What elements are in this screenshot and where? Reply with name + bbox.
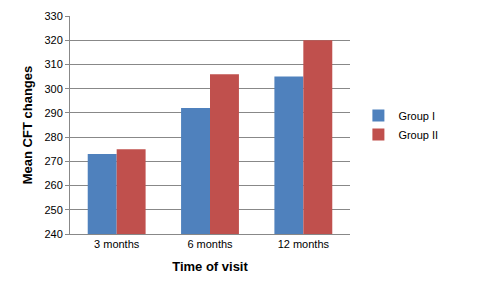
- svg-text:310: 310: [44, 58, 62, 70]
- svg-text:240: 240: [44, 228, 62, 240]
- svg-text:280: 280: [44, 131, 62, 143]
- svg-text:Time of visit: Time of visit: [172, 259, 248, 274]
- svg-text:250: 250: [44, 204, 62, 216]
- svg-text:300: 300: [44, 83, 62, 95]
- svg-text:290: 290: [44, 107, 62, 119]
- svg-text:Group I: Group I: [398, 110, 435, 122]
- svg-text:6 months: 6 months: [187, 238, 233, 250]
- svg-text:Group II: Group II: [398, 129, 438, 141]
- svg-text:Mean CFT changes: Mean CFT changes: [20, 66, 35, 184]
- svg-text:270: 270: [44, 155, 62, 167]
- svg-text:260: 260: [44, 179, 62, 191]
- svg-text:12 months: 12 months: [278, 238, 330, 250]
- svg-text:330: 330: [44, 10, 62, 22]
- svg-text:320: 320: [44, 34, 62, 46]
- svg-text:3 months: 3 months: [94, 238, 140, 250]
